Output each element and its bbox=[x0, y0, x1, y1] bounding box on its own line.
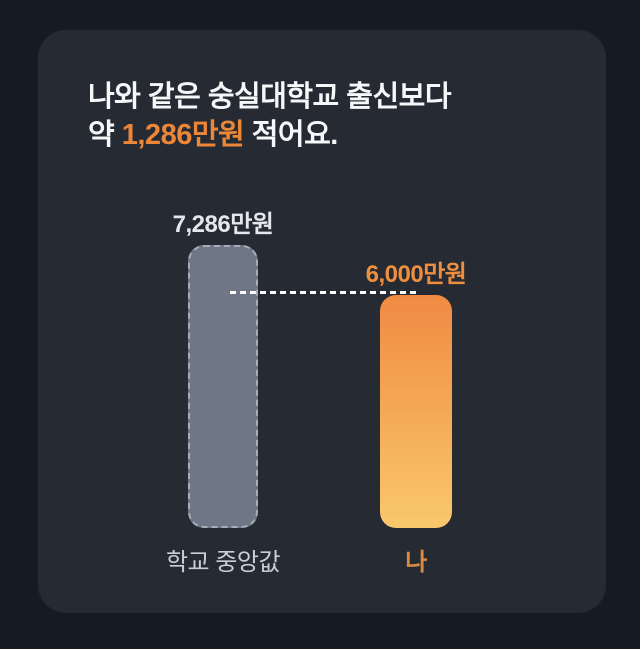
my-bar bbox=[380, 295, 452, 528]
my-category-label: 나 bbox=[405, 549, 427, 576]
reference-dashed-line bbox=[230, 291, 417, 294]
median-bar bbox=[188, 245, 258, 528]
bar-chart: 7,286만원 6,000만원 학교 중앙값 나 bbox=[38, 30, 606, 613]
title-line2-suffix: 적어요. bbox=[244, 119, 339, 151]
median-value-label: 7,286만원 bbox=[172, 211, 274, 238]
highlight-amount: 1,286만원 bbox=[121, 119, 245, 151]
comparison-card: 나와 같은 숭실대학교 출신보다 약 1,286만원 적어요. 7,286만원 … bbox=[38, 30, 606, 613]
title-line2: 약 1,286만원 적어요. bbox=[88, 116, 451, 154]
page-title: 나와 같은 숭실대학교 출신보다 약 1,286만원 적어요. bbox=[88, 78, 452, 154]
title-line2-prefix: 약 bbox=[88, 119, 122, 151]
median-category-label: 학교 중앙값 bbox=[165, 549, 281, 576]
title-line1: 나와 같은 숭실대학교 출신보다 bbox=[88, 81, 452, 113]
my-value-label: 6,000만원 bbox=[365, 261, 467, 288]
